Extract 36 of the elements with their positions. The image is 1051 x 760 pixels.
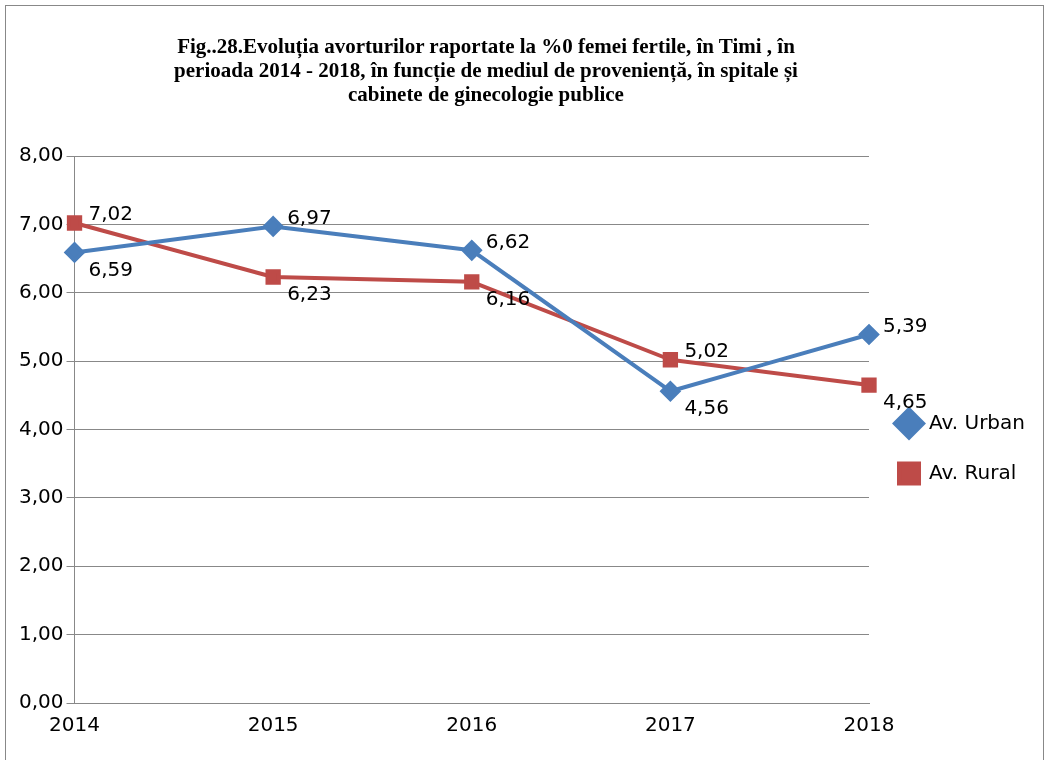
data-label: 4,56 (684, 395, 729, 420)
point (461, 240, 482, 261)
y-tick-label: 0,00 (19, 689, 64, 714)
point (662, 352, 679, 368)
point (265, 269, 281, 285)
data-label: 7,02 (88, 201, 134, 226)
chart-title: Fig..28.Evoluția avorturilor raportate la %0 femei fertile, în Timi , în perioada 2014 - 2018, în funcție de mediul de proveniență, în spitale și cabinete de ginecologie publice (173, 34, 799, 106)
legend-label: Av. Rural (929, 459, 1017, 484)
y-tick-label: 3,00 (19, 484, 64, 509)
y-tick-label: 5,00 (19, 347, 64, 372)
point (64, 242, 85, 263)
y-tick-label: 4,00 (19, 415, 64, 440)
y-tick-label: 2,00 (19, 552, 64, 577)
point (861, 377, 877, 393)
x-tick-label: 2014 (49, 712, 100, 737)
data-label: 4,65 (883, 389, 928, 414)
y-tick-label: 7,00 (19, 210, 64, 235)
data-label: 5,02 (684, 337, 729, 362)
data-label: 6,23 (287, 281, 332, 306)
x-tick-label: 2015 (247, 712, 299, 737)
point (464, 274, 480, 290)
data-label: 6,62 (485, 228, 531, 253)
x-tick-label: 2017 (644, 712, 696, 737)
y-tick-label: 8,00 (19, 142, 64, 167)
data-label: 6,97 (287, 204, 332, 229)
x-tick-label: 2018 (843, 712, 895, 737)
data-label: 6,59 (88, 256, 134, 281)
point (263, 216, 284, 237)
y-tick-label: 6,00 (19, 278, 64, 303)
y-tick-label: 1,00 (19, 620, 64, 645)
point (66, 215, 83, 231)
point (660, 381, 681, 402)
point (859, 324, 879, 345)
x-tick-label: 2016 (446, 712, 498, 737)
legend-label: Av. Urban (929, 409, 1025, 434)
data-label: 5,39 (883, 312, 928, 337)
